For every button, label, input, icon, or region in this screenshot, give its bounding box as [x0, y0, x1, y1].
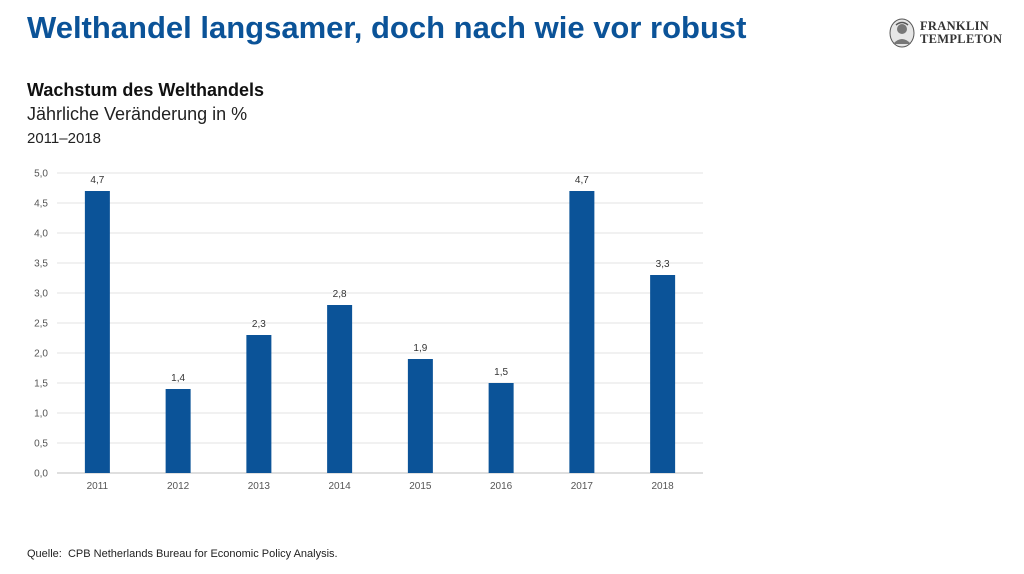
- x-tick-label: 2015: [409, 481, 432, 492]
- bar-value-label: 4,7: [575, 175, 589, 186]
- y-tick-label: 2,0: [34, 349, 48, 360]
- chart-subtitle: Jährliche Veränderung in %: [27, 104, 248, 124]
- logo-line-2: TEMPLETON: [920, 32, 1003, 46]
- bar: [327, 305, 353, 473]
- chart-period: 2011–2018: [27, 130, 101, 147]
- y-tick-label: 0,0: [34, 469, 48, 480]
- y-tick-label: 3,5: [34, 259, 48, 270]
- x-tick-label: 2014: [329, 481, 352, 492]
- bar: [84, 191, 110, 473]
- bar-value-label: 1,5: [494, 367, 508, 378]
- bar-value-label: 2,3: [252, 319, 266, 330]
- page-headline: Welthandel langsamer, doch nach wie vor …: [27, 10, 747, 45]
- x-tick-label: 2013: [248, 481, 271, 492]
- y-tick-label: 4,0: [34, 229, 48, 240]
- franklin-portrait-icon: [889, 18, 915, 48]
- x-tick-label: 2016: [490, 481, 513, 492]
- y-tick-label: 1,0: [34, 409, 48, 420]
- logo-wordmark: FRANKLIN TEMPLETON: [920, 20, 1002, 46]
- source-note: Quelle: CPB Netherlands Bureau for Econo…: [27, 548, 338, 560]
- bar-value-label: 2,8: [333, 289, 347, 300]
- source-label: Quelle:: [27, 548, 62, 560]
- bar-value-label: 4,7: [90, 175, 104, 186]
- y-tick-label: 0,5: [34, 439, 48, 450]
- y-tick-label: 3,0: [34, 289, 48, 300]
- bar-value-label: 1,9: [413, 343, 427, 354]
- bar-value-label: 3,3: [656, 259, 670, 270]
- x-tick-label: 2018: [652, 481, 675, 492]
- source-text: CPB Netherlands Bureau for Economic Poli…: [67, 548, 338, 560]
- y-tick-label: 5,0: [34, 169, 48, 180]
- bar: [165, 389, 191, 473]
- x-tick-label: 2012: [167, 481, 190, 492]
- bar: [488, 383, 514, 473]
- y-tick-label: 1,5: [34, 379, 48, 390]
- bar-value-label: 1,4: [171, 373, 185, 384]
- bar: [246, 335, 272, 473]
- x-tick-label: 2011: [87, 481, 109, 492]
- bar: [569, 191, 595, 473]
- y-tick-label: 2,5: [34, 319, 48, 330]
- logo-line-1: FRANKLIN: [920, 19, 990, 33]
- chart-title: Wachstum des Welthandels: [27, 80, 265, 100]
- x-tick-label: 2017: [571, 481, 594, 492]
- franklin-templeton-logo: FRANKLIN TEMPLETON: [888, 16, 1018, 50]
- bar: [650, 275, 676, 473]
- bar: [407, 359, 433, 473]
- y-tick-label: 4,5: [34, 199, 48, 210]
